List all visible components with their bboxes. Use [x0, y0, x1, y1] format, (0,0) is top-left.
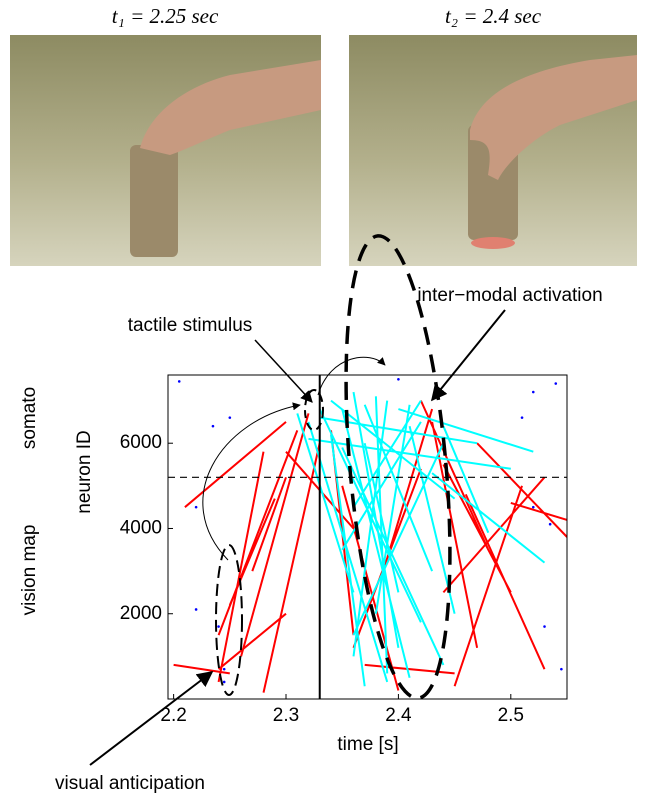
x-axis-label: time [s]	[337, 734, 398, 755]
arrow	[430, 309, 506, 402]
x-tick-label: 2.5	[498, 705, 524, 726]
point	[228, 416, 232, 419]
plot-area	[168, 375, 567, 699]
point	[560, 667, 563, 671]
y-axis-label: vision map	[19, 525, 40, 616]
x-tick-label: 2.3	[273, 705, 299, 726]
point	[531, 390, 535, 394]
point	[222, 667, 226, 671]
point	[177, 380, 181, 383]
arrow	[254, 339, 313, 403]
y-axis-label: somato	[19, 387, 40, 449]
photo-caption: t₂ = 2.4 sec	[445, 4, 542, 28]
point	[217, 625, 220, 628]
point	[543, 625, 546, 628]
photo-caption: t₁ = 2.25 sec	[112, 4, 219, 28]
point	[520, 416, 524, 419]
arrow	[317, 356, 386, 396]
axes-box	[167, 374, 568, 700]
point	[211, 424, 215, 428]
point	[222, 680, 226, 684]
annotation: inter−modal activation	[417, 285, 602, 306]
point	[397, 377, 400, 381]
ellipse	[344, 234, 452, 700]
photo-left	[10, 35, 321, 266]
y-tick-label: 6000	[120, 432, 162, 453]
point	[531, 505, 535, 509]
photo-right	[349, 35, 637, 266]
point	[554, 382, 558, 385]
annotation: visual anticipation	[55, 773, 205, 794]
arrow	[89, 671, 214, 766]
ellipse	[215, 544, 243, 696]
point	[194, 505, 198, 509]
data-layer	[173, 377, 567, 693]
ellipse	[304, 389, 324, 431]
y-tick-label: 2000	[120, 603, 162, 624]
y-axis-label: neuron ID	[74, 430, 95, 513]
annotation: tactile stimulus	[128, 315, 253, 336]
point	[194, 608, 198, 611]
point	[548, 522, 552, 526]
arrow	[202, 402, 301, 561]
series-line	[173, 400, 567, 693]
x-tick-label: 2.4	[385, 705, 412, 726]
y-tick-label: 4000	[120, 517, 162, 538]
series-line	[296, 391, 546, 687]
x-tick-label: 2.2	[160, 705, 186, 726]
